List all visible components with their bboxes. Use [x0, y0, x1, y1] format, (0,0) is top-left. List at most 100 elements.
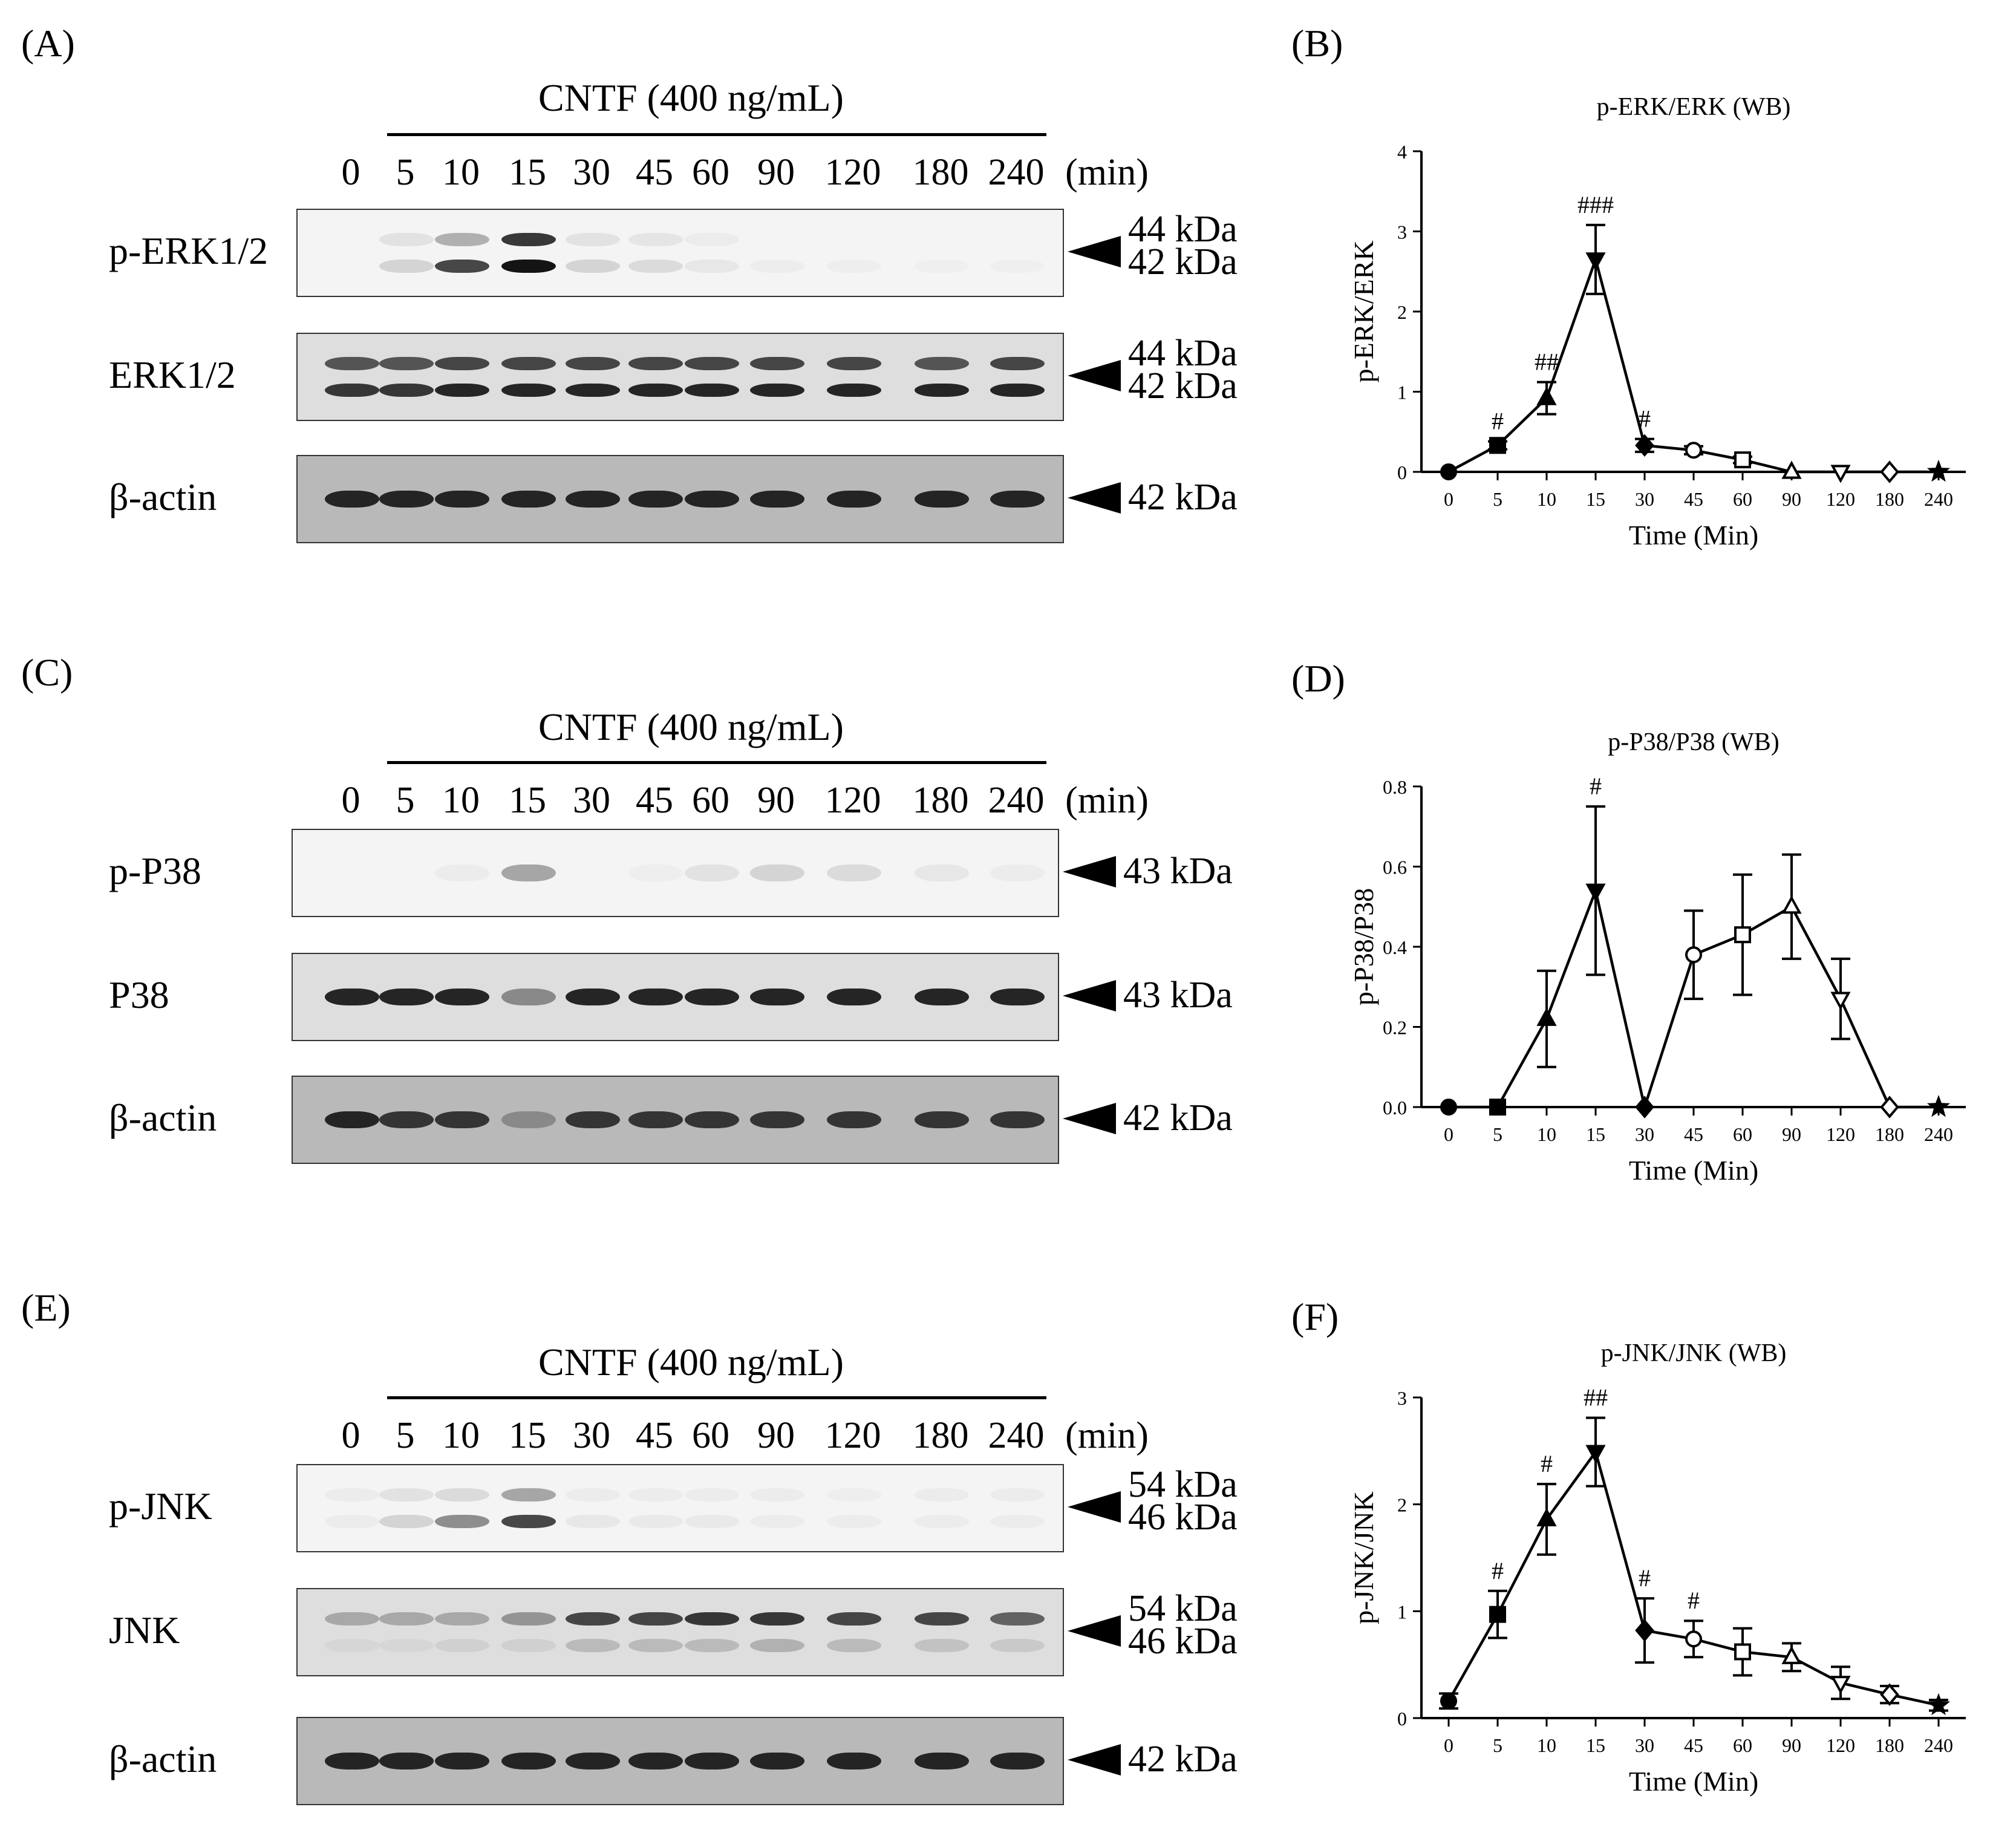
- blot-band: [566, 260, 620, 273]
- blot-band: [501, 1488, 556, 1502]
- blot-protein-label: JNK: [109, 1609, 180, 1652]
- blot-band: [501, 233, 556, 246]
- blot-band: [435, 1612, 489, 1626]
- molecular-weight-label: 44 kDa: [1128, 209, 1238, 250]
- blot-band: [379, 1753, 434, 1770]
- blot-band: [501, 1515, 556, 1528]
- blot-band: [827, 864, 881, 881]
- blot-band: [915, 491, 969, 508]
- blot-band: [566, 233, 620, 246]
- blot-band: [325, 989, 379, 1005]
- blot-protein-label: β-actin: [109, 475, 217, 518]
- arrowhead-marker: [1068, 1615, 1121, 1647]
- blot-band: [750, 864, 804, 881]
- data-point-marker: [1880, 1683, 1899, 1706]
- blot-band: [379, 384, 434, 397]
- x-tick-label: 180: [1875, 1734, 1904, 1756]
- data-point-marker: [1781, 1645, 1802, 1664]
- y-tick-label: 0.4: [1383, 936, 1407, 958]
- blot-band: [435, 1753, 489, 1770]
- x-tick-label: 5: [1493, 1734, 1502, 1756]
- blot-band: [566, 357, 620, 370]
- blot-band: [501, 1639, 556, 1652]
- y-tick-label: 0.6: [1383, 857, 1407, 878]
- blot-band: [915, 1111, 969, 1128]
- lane-label: 120: [824, 1415, 881, 1456]
- lane-label: 180: [912, 780, 969, 821]
- blot-band: [435, 864, 489, 881]
- blot-band: [435, 357, 489, 370]
- x-tick-label: 45: [1684, 1734, 1703, 1756]
- lane-label: 15: [509, 1415, 546, 1456]
- blot-band: [750, 357, 804, 370]
- data-point-marker: [1489, 1606, 1506, 1623]
- x-tick-label: 45: [1684, 488, 1703, 510]
- data-point-marker: [1830, 992, 1851, 1010]
- molecular-weight-label: 54 kDa: [1128, 1588, 1238, 1629]
- data-point-marker: [1781, 895, 1802, 914]
- lane-label: 5: [396, 152, 415, 193]
- treatment-label: CNTF (400 ng/mL): [538, 705, 844, 748]
- blot-band: [827, 384, 881, 397]
- blot-band: [379, 989, 434, 1005]
- blot-membrane: [296, 1464, 1064, 1552]
- blot-membrane: [296, 333, 1064, 421]
- data-point-marker: [1635, 1096, 1654, 1119]
- data-point-marker: [1926, 459, 1951, 482]
- x-axis-label: Time (Min): [1629, 1155, 1758, 1186]
- lane-label: 10: [442, 780, 480, 821]
- blot-band: [628, 1488, 683, 1502]
- blot-band: [435, 1515, 489, 1528]
- y-tick-label: 4: [1397, 141, 1407, 163]
- y-axis-label: p-ERK/ERK: [1348, 240, 1379, 382]
- blot-band: [915, 864, 969, 881]
- data-point-marker: [1440, 1692, 1457, 1710]
- data-point-marker: [1635, 1619, 1654, 1642]
- x-tick-label: 0: [1444, 1123, 1453, 1145]
- significance-annotation: #: [1639, 405, 1651, 433]
- blot-band: [379, 1612, 434, 1626]
- unit-label: (min): [1065, 780, 1149, 821]
- lane-label: 90: [757, 780, 795, 821]
- molecular-weight-label: 46 kDa: [1128, 1497, 1238, 1538]
- arrowhead-marker: [1068, 236, 1121, 267]
- arrowhead-marker: [1068, 1744, 1121, 1776]
- data-point-marker: [1536, 1007, 1557, 1026]
- blot-protein-label: p-P38: [109, 849, 201, 892]
- x-tick-label: 60: [1733, 488, 1752, 510]
- significance-annotation: #: [1639, 1564, 1651, 1592]
- lane-label: 45: [636, 1415, 673, 1456]
- y-tick-label: 1: [1397, 1601, 1407, 1622]
- blot-band: [990, 1515, 1045, 1528]
- blot-band: [379, 260, 434, 273]
- significance-annotation: #: [1492, 1557, 1504, 1584]
- x-tick-label: 15: [1586, 1123, 1605, 1145]
- blot-band: [990, 260, 1045, 273]
- blot-band: [750, 1639, 804, 1652]
- x-tick-label: 120: [1826, 488, 1855, 510]
- blot-band: [990, 357, 1045, 370]
- data-point-marker: [1440, 1099, 1457, 1116]
- blot-band: [501, 1111, 556, 1128]
- blot-band: [566, 1639, 620, 1652]
- y-tick-label: 1: [1397, 382, 1407, 404]
- lane-label: 0: [341, 1415, 360, 1456]
- molecular-weight-label: 43 kDa: [1123, 851, 1233, 892]
- blot-band: [501, 864, 556, 881]
- lane-label: 90: [757, 1415, 795, 1456]
- x-tick-label: 30: [1635, 1123, 1654, 1145]
- molecular-weight-label: 42 kDa: [1128, 241, 1238, 283]
- blot-band: [379, 357, 434, 370]
- blot-band: [827, 1515, 881, 1528]
- molecular-weight-label: 43 kDa: [1123, 975, 1233, 1016]
- x-tick-label: 30: [1635, 488, 1654, 510]
- x-tick-label: 10: [1537, 1123, 1556, 1145]
- blot-band: [325, 357, 379, 370]
- lane-label: 60: [692, 152, 729, 193]
- blot-band: [566, 989, 620, 1005]
- blot-band: [325, 1612, 379, 1626]
- y-tick-label: 0: [1397, 462, 1407, 483]
- blot-band: [915, 1639, 969, 1652]
- significance-annotation: #: [1541, 1450, 1553, 1477]
- blot-band: [566, 1111, 620, 1128]
